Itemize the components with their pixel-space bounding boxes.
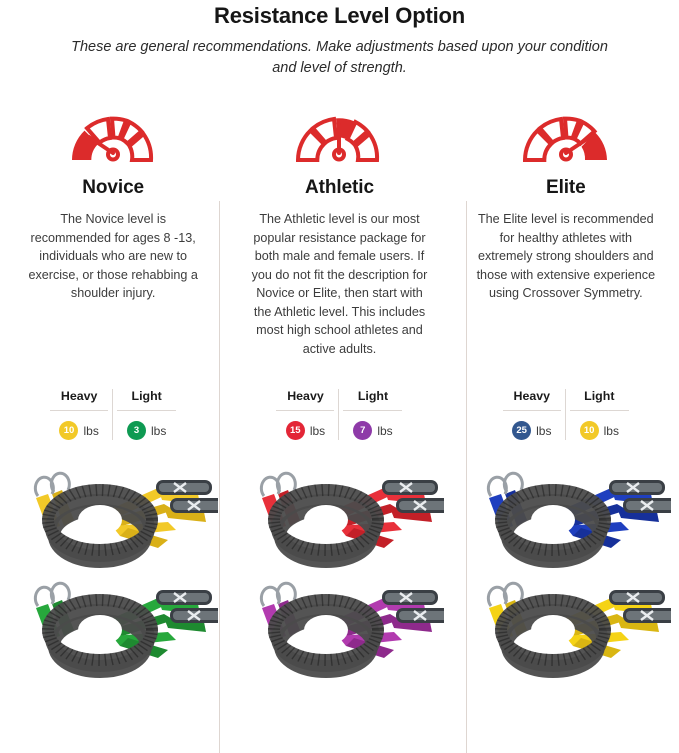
gauge-mid-icon bbox=[234, 97, 444, 163]
gauge-low-icon bbox=[8, 97, 218, 163]
weight-column-light: Light 10 lbs bbox=[566, 389, 633, 440]
weight-badge-light: 7 bbox=[353, 421, 372, 440]
product-images-novice bbox=[0, 460, 226, 680]
level-column-elite: Elite The Elite level is recommended for… bbox=[453, 97, 679, 358]
level-columns: Novice The Novice level is recommended f… bbox=[0, 97, 679, 358]
weight-badge-light: 10 bbox=[580, 421, 599, 440]
level-description-elite: The Elite level is recommended for healt… bbox=[461, 210, 671, 303]
weight-column-heavy: Heavy 15 lbs bbox=[272, 389, 339, 440]
weight-unit-light: lbs bbox=[151, 424, 166, 438]
weight-column-heavy: Heavy 25 lbs bbox=[499, 389, 566, 440]
page-header: Resistance Level Option These are genera… bbox=[0, 0, 679, 79]
product-resistance-band-blue bbox=[453, 460, 679, 570]
level-column-athletic: Athletic The Athletic level is our most … bbox=[226, 97, 452, 358]
weight-column-heavy: Heavy 10 lbs bbox=[46, 389, 113, 440]
page-subtitle: These are general recommendations. Make … bbox=[0, 37, 679, 79]
weight-header-light: Light bbox=[113, 389, 180, 410]
weight-badge-heavy: 10 bbox=[59, 421, 78, 440]
weight-table-novice: Heavy 10 lbs Light 3 lbs bbox=[0, 389, 226, 440]
weight-header-heavy: Heavy bbox=[272, 389, 338, 410]
weight-table-athletic: Heavy 15 lbs Light 7 lbs bbox=[226, 389, 452, 440]
level-column-novice: Novice The Novice level is recommended f… bbox=[0, 97, 226, 358]
weight-unit-light: lbs bbox=[377, 424, 392, 438]
weight-header-heavy: Heavy bbox=[46, 389, 112, 410]
weight-column-light: Light 7 lbs bbox=[339, 389, 406, 440]
weight-unit-heavy: lbs bbox=[83, 424, 98, 438]
level-description-athletic: The Athletic level is our most popular r… bbox=[234, 210, 444, 358]
weight-unit-heavy: lbs bbox=[310, 424, 325, 438]
product-resistance-band-purple bbox=[226, 570, 452, 680]
product-resistance-band-yellow bbox=[0, 460, 226, 570]
weight-badge-heavy: 15 bbox=[286, 421, 305, 440]
level-name-athletic: Athletic bbox=[234, 177, 444, 199]
weight-unit-heavy: lbs bbox=[536, 424, 551, 438]
product-images-athletic bbox=[226, 460, 452, 680]
weight-header-heavy: Heavy bbox=[499, 389, 565, 410]
level-description-novice: The Novice level is recommended for ages… bbox=[8, 210, 218, 303]
page-title: Resistance Level Option bbox=[0, 2, 679, 30]
weight-header-light: Light bbox=[566, 389, 633, 410]
gauge-high-icon bbox=[461, 97, 671, 163]
product-resistance-band-yellow bbox=[453, 570, 679, 680]
weight-column-light: Light 3 lbs bbox=[113, 389, 180, 440]
weight-badge-heavy: 25 bbox=[512, 421, 531, 440]
product-resistance-band-red bbox=[226, 460, 452, 570]
level-name-elite: Elite bbox=[461, 177, 671, 199]
weight-table-elite: Heavy 25 lbs Light 10 lbs bbox=[453, 389, 679, 440]
weight-unit-light: lbs bbox=[604, 424, 619, 438]
product-images-elite bbox=[453, 460, 679, 680]
weight-header-light: Light bbox=[339, 389, 406, 410]
weight-badge-light: 3 bbox=[127, 421, 146, 440]
product-resistance-band-green bbox=[0, 570, 226, 680]
level-name-novice: Novice bbox=[8, 177, 218, 199]
